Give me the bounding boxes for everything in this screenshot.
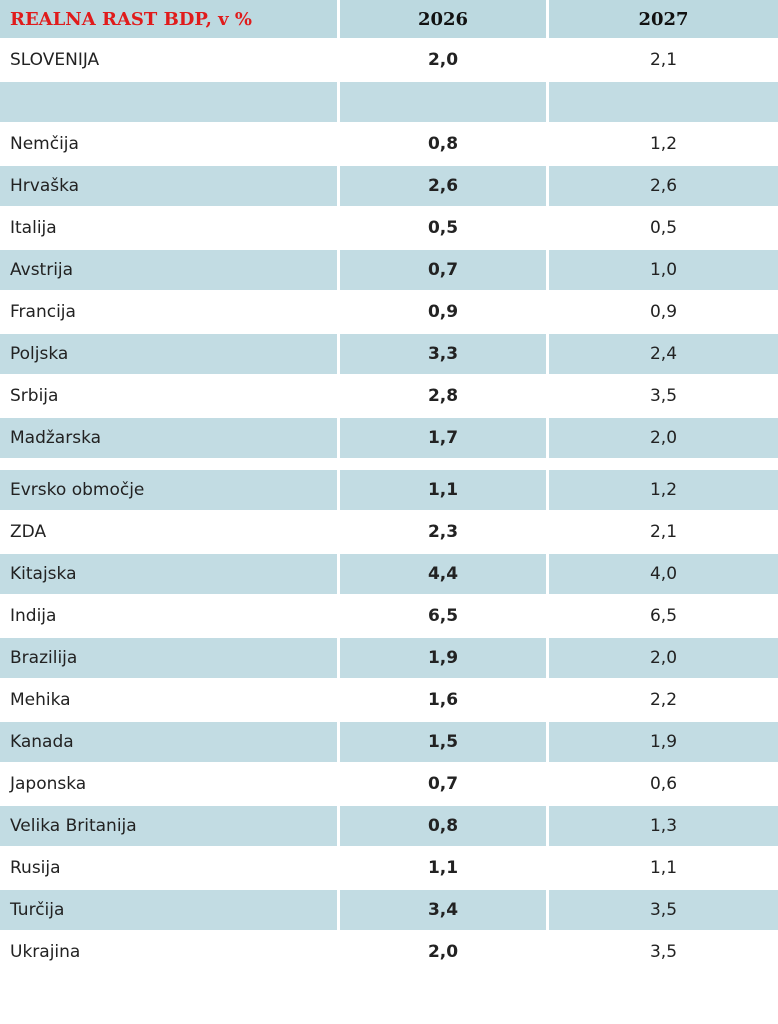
country-cell: Evrsko območje <box>0 470 340 512</box>
country-cell: Nemčija <box>0 124 340 166</box>
table-row: Avstrija 0,7 1,0 <box>0 250 778 292</box>
value-2027-cell: 1,0 <box>549 250 778 292</box>
country-cell: Turčija <box>0 890 340 932</box>
table-row: Srbija 2,8 3,5 <box>0 376 778 418</box>
country-cell: Kitajska <box>0 554 340 596</box>
table-row: Kitajska 4,4 4,0 <box>0 554 778 596</box>
country-cell: Brazilija <box>0 638 340 680</box>
table-header-row: REALNA RAST BDP, v % 2026 2027 <box>0 0 778 40</box>
table-row: Mehika 1,6 2,2 <box>0 680 778 722</box>
value-2026-cell: 2,3 <box>340 512 549 554</box>
table-row: Turčija 3,4 3,5 <box>0 890 778 932</box>
value-2026-cell: 2,8 <box>340 376 549 418</box>
table-row: SLOVENIJA 2,0 2,1 <box>0 40 778 82</box>
table-row: ZDA 2,3 2,1 <box>0 512 778 554</box>
table-row <box>0 82 778 124</box>
value-2026-cell: 2,6 <box>340 166 549 208</box>
table-row: Velika Britanija 0,8 1,3 <box>0 806 778 848</box>
table-row: Brazilija 1,9 2,0 <box>0 638 778 680</box>
country-cell: Mehika <box>0 680 340 722</box>
country-cell: Madžarska <box>0 418 340 460</box>
value-2026-cell: 2,0 <box>340 40 549 82</box>
value-2026-cell: 1,5 <box>340 722 549 764</box>
value-2026-cell: 1,6 <box>340 680 549 722</box>
table-row: Poljska 3,3 2,4 <box>0 334 778 376</box>
value-2027-cell: 1,9 <box>549 722 778 764</box>
value-2026-cell: 3,3 <box>340 334 549 376</box>
country-cell: Srbija <box>0 376 340 418</box>
value-2026-cell: 1,7 <box>340 418 549 460</box>
value-2026-cell: 0,8 <box>340 806 549 848</box>
value-2027-cell: 4,0 <box>549 554 778 596</box>
table-row: Japonska 0,7 0,6 <box>0 764 778 806</box>
table-row: Ukrajina 2,0 3,5 <box>0 932 778 974</box>
value-2027-cell: 2,0 <box>549 638 778 680</box>
gdp-growth-table: REALNA RAST BDP, v % 2026 2027 SLOVENIJA… <box>0 0 778 974</box>
value-2026-cell: 0,7 <box>340 764 549 806</box>
group-separator <box>0 460 778 470</box>
value-2026-cell: 3,4 <box>340 890 549 932</box>
table-row: Nemčija 0,8 1,2 <box>0 124 778 166</box>
country-cell: Japonska <box>0 764 340 806</box>
value-2026-cell: 0,9 <box>340 292 549 334</box>
value-2027-cell: 1,3 <box>549 806 778 848</box>
value-2027-cell: 2,2 <box>549 680 778 722</box>
table-row: Italija 0,5 0,5 <box>0 208 778 250</box>
value-2026-cell: 6,5 <box>340 596 549 638</box>
value-2026-cell: 1,1 <box>340 848 549 890</box>
value-2027-cell: 1,2 <box>549 124 778 166</box>
value-2026-cell <box>340 82 549 124</box>
value-2027-cell: 3,5 <box>549 932 778 974</box>
value-2027-cell: 6,5 <box>549 596 778 638</box>
value-2026-cell: 1,1 <box>340 470 549 512</box>
value-2027-cell: 0,9 <box>549 292 778 334</box>
value-2027-cell <box>549 82 778 124</box>
value-2027-cell: 1,1 <box>549 848 778 890</box>
country-cell: Kanada <box>0 722 340 764</box>
value-2027-cell: 2,4 <box>549 334 778 376</box>
country-cell: Indija <box>0 596 340 638</box>
column-header-2027: 2027 <box>549 0 778 40</box>
country-cell: Rusija <box>0 848 340 890</box>
table-row: Hrvaška 2,6 2,6 <box>0 166 778 208</box>
value-2027-cell: 1,2 <box>549 470 778 512</box>
table-title: REALNA RAST BDP, v % <box>0 0 340 40</box>
value-2027-cell: 3,5 <box>549 376 778 418</box>
value-2026-cell: 4,4 <box>340 554 549 596</box>
table-row: Kanada 1,5 1,9 <box>0 722 778 764</box>
country-cell: Ukrajina <box>0 932 340 974</box>
country-cell: Italija <box>0 208 340 250</box>
table-row: Madžarska 1,7 2,0 <box>0 418 778 460</box>
column-header-2026: 2026 <box>340 0 549 40</box>
value-2027-cell: 2,6 <box>549 166 778 208</box>
country-cell: Poljska <box>0 334 340 376</box>
value-2027-cell: 0,6 <box>549 764 778 806</box>
table-body: SLOVENIJA 2,0 2,1 Nemčija 0,8 1,2 Hrvaška 2,6 2,… <box>0 40 778 974</box>
table-row: Francija 0,9 0,9 <box>0 292 778 334</box>
value-2026-cell: 0,5 <box>340 208 549 250</box>
value-2027-cell: 3,5 <box>549 890 778 932</box>
table-row: Indija 6,5 6,5 <box>0 596 778 638</box>
country-cell: ZDA <box>0 512 340 554</box>
country-cell: Avstrija <box>0 250 340 292</box>
value-2027-cell: 2,1 <box>549 40 778 82</box>
value-2026-cell: 0,7 <box>340 250 549 292</box>
value-2026-cell: 2,0 <box>340 932 549 974</box>
value-2027-cell: 2,1 <box>549 512 778 554</box>
value-2026-cell: 1,9 <box>340 638 549 680</box>
value-2027-cell: 2,0 <box>549 418 778 460</box>
country-cell: Francija <box>0 292 340 334</box>
value-2027-cell: 0,5 <box>549 208 778 250</box>
country-cell: Velika Britanija <box>0 806 340 848</box>
table-row: Rusija 1,1 1,1 <box>0 848 778 890</box>
country-cell: SLOVENIJA <box>0 40 340 82</box>
table-row: Evrsko območje 1,1 1,2 <box>0 470 778 512</box>
country-cell: Hrvaška <box>0 166 340 208</box>
separator-cell <box>0 460 778 470</box>
value-2026-cell: 0,8 <box>340 124 549 166</box>
country-cell <box>0 82 340 124</box>
